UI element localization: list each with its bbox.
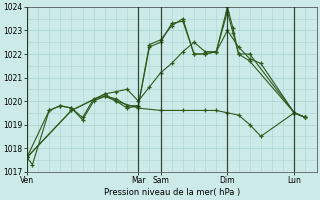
X-axis label: Pression niveau de la mer( hPa ): Pression niveau de la mer( hPa ) xyxy=(104,188,240,197)
